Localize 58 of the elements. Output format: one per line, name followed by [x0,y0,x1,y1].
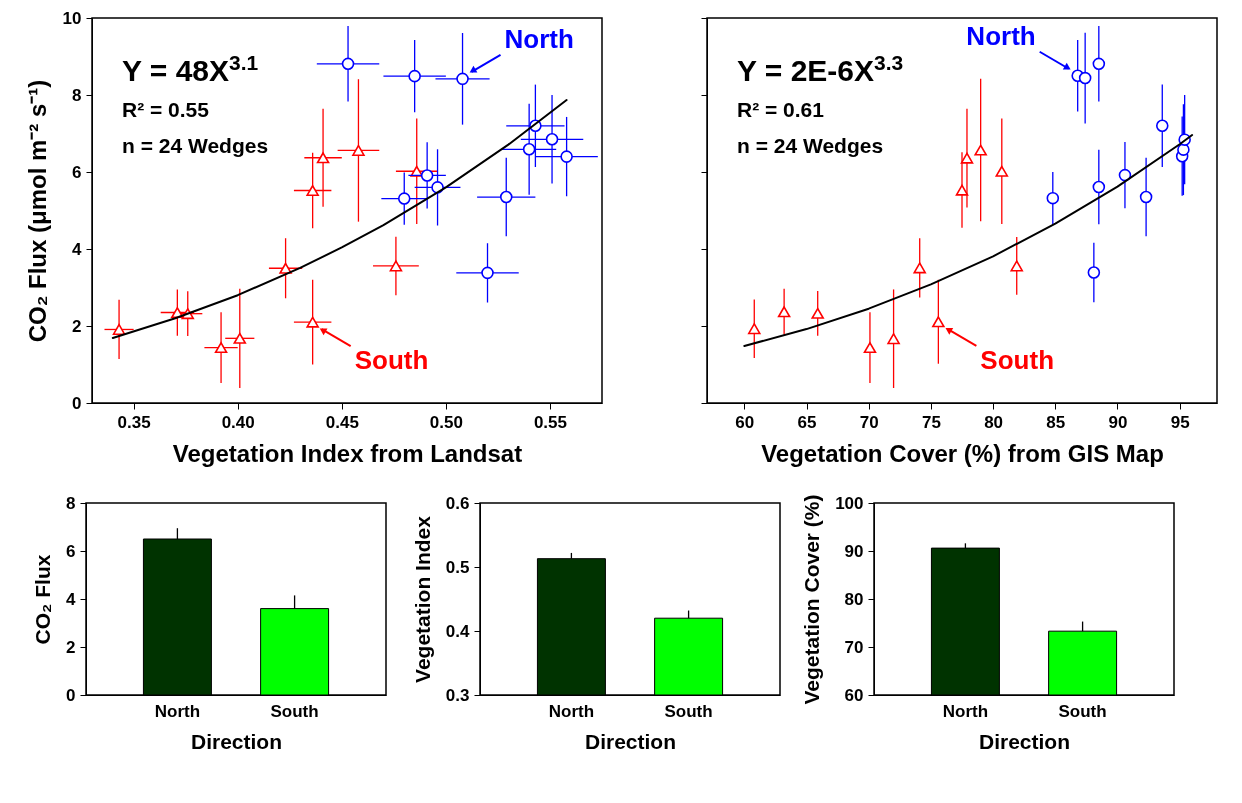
y-tick-label: 0 [72,393,82,413]
y-axis-title: Vegetation Index [410,515,434,683]
x-tick-label: 0.35 [117,412,151,432]
x-tick-label: 80 [984,412,1004,432]
y-axis-title: CO₂ Flux (μmol m⁻² s⁻¹) [23,79,51,343]
y-tick-label: 100 [835,493,864,513]
x-tick-label: 70 [859,412,879,432]
x-tick-label: 95 [1170,412,1190,432]
y-axis-title: Vegetation Cover (%) [800,494,824,705]
annotation: Y = 2E-6X$^{3.3}$ [737,50,904,87]
y-tick-label: 0.3 [445,685,470,705]
x-tick-label: 65 [797,412,817,432]
y-tick-label: 0 [66,685,76,705]
annotation: South [980,344,1055,375]
x-tick-label: 0.55 [533,412,568,432]
annotation: Y = 48X$^{3.1}$ [122,50,259,87]
x-tick-label: 75 [921,412,941,432]
y-tick-label: 70 [844,637,864,657]
x-tick-label: North [942,701,989,721]
y-tick-label: 4 [72,239,83,259]
x-tick-label: 85 [1046,412,1066,432]
x-axis-title: Direction [190,729,283,753]
y-tick-label: 10 [62,8,82,28]
x-tick-label: North [154,701,201,721]
annotation: n = 24 Wedges [737,134,884,157]
y-tick-label: 4 [66,589,77,609]
y-tick-label: 2 [66,637,76,657]
x-tick-label: South [664,701,713,721]
y-tick-label: 6 [66,541,76,561]
annotation: R² = 0.61 [737,98,825,121]
y-tick-label: 6 [72,162,82,182]
y-tick-label: 0.4 [445,621,471,641]
y-tick-label: 60 [844,685,864,705]
y-tick-label: 8 [72,85,82,105]
x-tick-label: South [270,701,319,721]
x-tick-label: 0.40 [221,412,255,432]
y-tick-label: 2 [72,316,82,336]
x-tick-label: 90 [1108,412,1128,432]
y-axis-title: CO₂ Flux [31,554,55,645]
x-tick-label: South [1058,701,1107,721]
x-tick-label: North [548,701,595,721]
x-tick-label: 0.50 [429,412,463,432]
x-tick-label: 0.45 [325,412,359,432]
x-axis-title: Vegetation Cover (%) from GIS Map [761,439,1164,467]
y-tick-label: 80 [844,589,864,609]
annotation: North [504,23,574,54]
x-axis-title: Direction [978,729,1071,753]
x-axis-title: Vegetation Index from Landsat [172,439,523,467]
annotation: n = 24 Wedges [122,134,269,157]
y-tick-label: 0.5 [445,557,470,577]
annotation: North [966,20,1036,51]
annotation: South [354,345,429,376]
y-tick-label: 90 [844,541,864,561]
x-tick-label: 60 [735,412,755,432]
x-axis-title: Direction [584,729,677,753]
annotation: R² = 0.55 [122,98,210,121]
y-tick-label: 8 [66,493,76,513]
y-tick-label: 0.6 [445,493,470,513]
